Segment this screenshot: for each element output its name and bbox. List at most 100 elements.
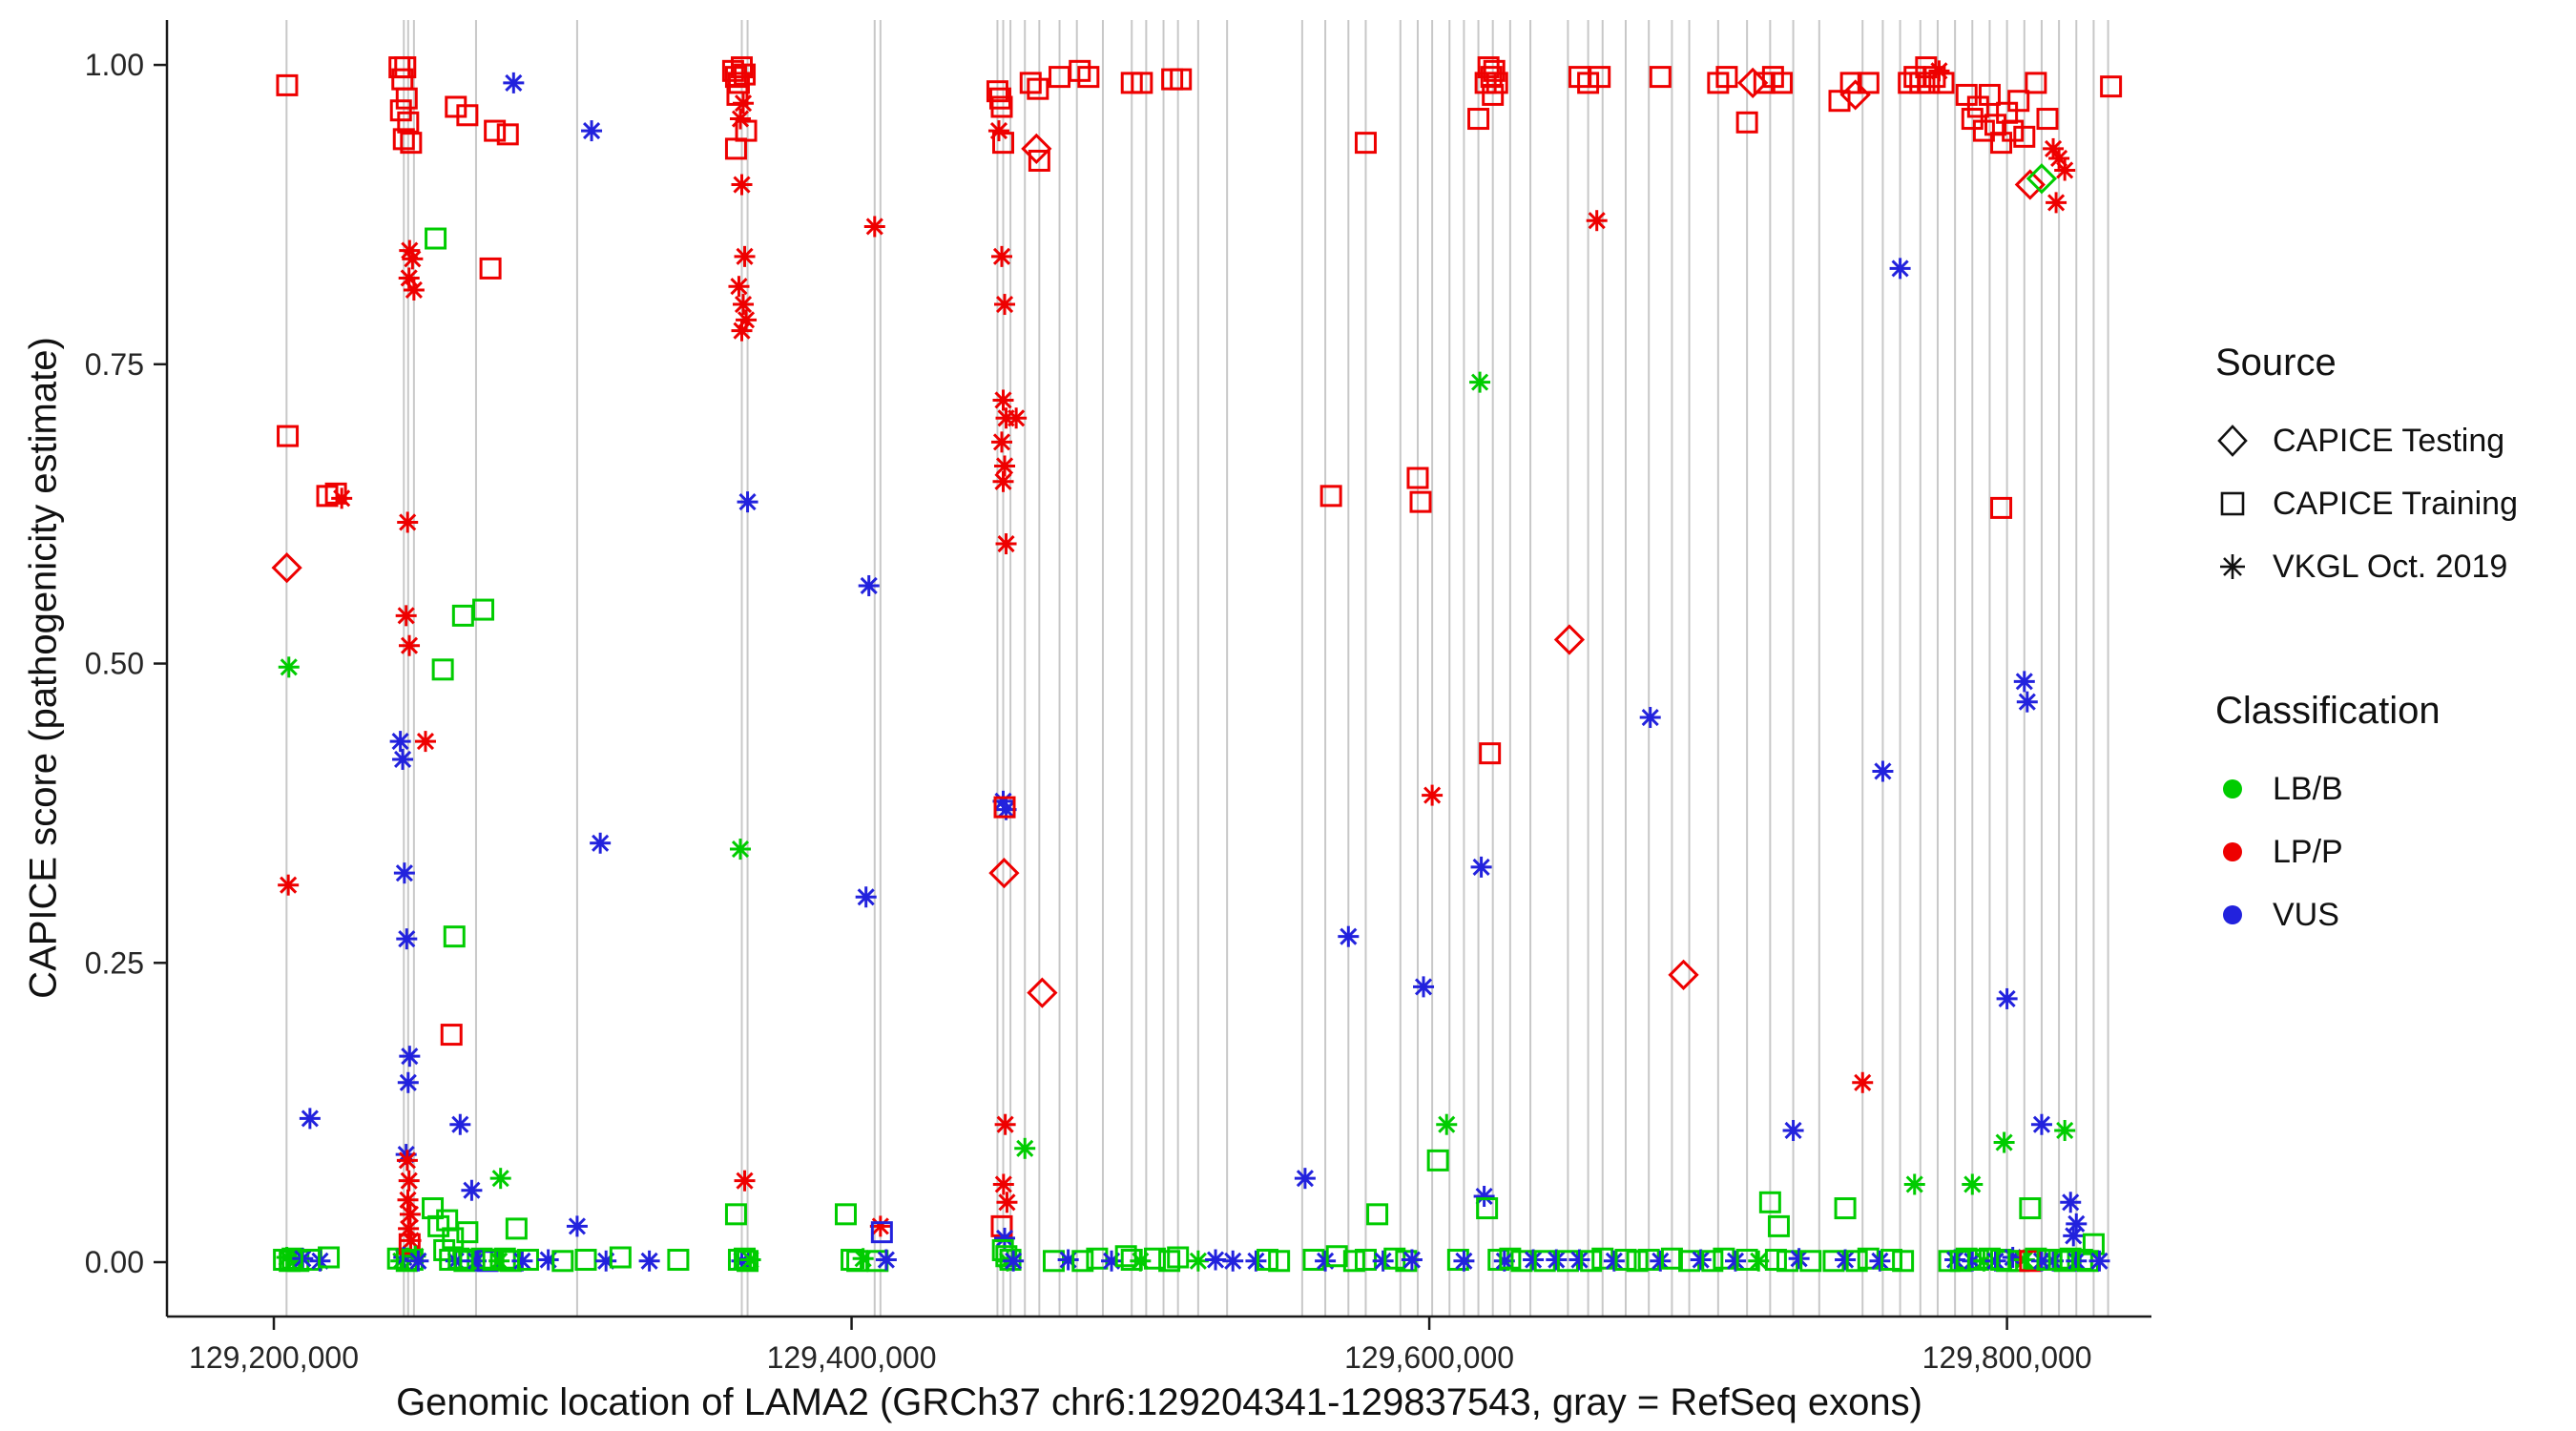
legend-classification-group: Classification LB/B LP/P VUS [2212, 690, 2574, 946]
data-point-square [1482, 83, 1505, 106]
data-point-square [1770, 72, 1793, 94]
data-point-square [574, 1249, 597, 1272]
data-point-square [1406, 467, 1429, 489]
data-point-diamond [1737, 67, 1769, 99]
data-point-asterisk [1473, 1186, 1495, 1208]
data-point-square [516, 1249, 539, 1272]
data-point-asterisk [1889, 258, 1911, 280]
data-point-square [870, 1221, 893, 1244]
data-point-square [1027, 77, 1049, 100]
data-point-asterisk [992, 470, 1014, 492]
data-point-asterisk [1650, 1250, 1672, 1272]
data-point-square [1426, 1149, 1449, 1172]
data-point-square [986, 80, 1008, 103]
data-point-square [1409, 490, 1432, 513]
data-point-asterisk [734, 245, 756, 267]
data-point-square [1577, 72, 1600, 94]
data-point-asterisk [729, 108, 751, 130]
data-point-square [276, 73, 299, 96]
data-point-square [1028, 149, 1050, 172]
data-point-asterisk [397, 1071, 419, 1093]
data-point-diamond [1021, 133, 1052, 165]
data-point-asterisk [2054, 1119, 2076, 1141]
data-point-square [400, 132, 423, 155]
data-point-square [1892, 1250, 1915, 1273]
data-point-asterisk [1453, 1250, 1475, 1272]
data-point-asterisk [733, 93, 755, 114]
data-point-asterisk [1962, 1173, 1984, 1195]
data-point-square [1701, 1250, 1724, 1273]
data-point-asterisk [731, 320, 753, 342]
data-point-square [1918, 72, 1941, 94]
circle-icon [2223, 779, 2242, 798]
data-point-asterisk [2054, 159, 2076, 181]
data-point-square [1071, 1250, 1094, 1273]
legend-item-capice-testing: CAPICE Testing [2212, 409, 2574, 472]
data-point-square [392, 128, 415, 151]
data-point-asterisk [449, 1113, 471, 1135]
data-point-asterisk [414, 731, 436, 753]
data-point-asterisk [2088, 1250, 2110, 1272]
data-point-square [456, 1221, 479, 1244]
data-point-asterisk [396, 928, 418, 950]
data-point-asterisk [2016, 691, 2038, 713]
data-point-square [1626, 1250, 1649, 1273]
data-point-asterisk [389, 731, 411, 753]
data-point-square [287, 1250, 310, 1273]
data-point-asterisk [733, 294, 755, 316]
legend-source-title: Source [2215, 342, 2337, 384]
x-ticks: 129,200,000 129,400,000 129,600,000 129,800… [189, 1317, 2092, 1375]
data-point-asterisk [638, 1250, 660, 1272]
data-point-asterisk [990, 431, 1012, 453]
data-point-asterisk [278, 874, 300, 896]
data-point-asterisk [992, 1173, 1014, 1195]
data-point-asterisk [403, 279, 425, 301]
data-point-square [484, 119, 507, 142]
data-point-asterisk [728, 276, 750, 298]
legend-classification-title: Classification [2215, 690, 2441, 732]
asterisk-icon [2220, 554, 2245, 579]
data-point-asterisk [402, 248, 424, 270]
data-point-asterisk [1245, 1250, 1267, 1272]
data-point-square [1019, 72, 1042, 94]
data-point-square [1955, 83, 1978, 106]
data-point-asterisk [392, 748, 414, 770]
data-point-asterisk [1294, 1168, 1316, 1190]
x-tick-label: 129,400,000 [767, 1340, 937, 1375]
data-point-asterisk [992, 389, 1014, 411]
data-point-diamond [1027, 977, 1058, 1008]
data-point-asterisk [729, 839, 751, 861]
data-point-asterisk [397, 1189, 419, 1211]
data-point-asterisk [994, 294, 1016, 316]
data-point-asterisk [489, 1168, 511, 1190]
data-point-asterisk [1422, 784, 1444, 806]
data-point-square [1354, 132, 1377, 155]
data-point-square [2100, 75, 2123, 98]
data-point-square [1758, 1191, 1781, 1213]
data-point-square [834, 1203, 857, 1226]
y-tick-label: 0.50 [85, 647, 144, 681]
data-point-square [1086, 1247, 1109, 1270]
data-point-square [1476, 1197, 1499, 1220]
data-point-asterisk [1006, 407, 1028, 429]
data-point-asterisk [399, 634, 421, 656]
data-point-asterisk [1546, 1249, 1568, 1271]
data-point-square [440, 1024, 463, 1047]
data-point-asterisk [1372, 1250, 1394, 1272]
data-point-asterisk [1003, 1250, 1025, 1272]
data-point-square [1614, 1249, 1637, 1272]
y-tick-label: 0.00 [85, 1245, 144, 1279]
data-point-asterisk [1872, 760, 1894, 782]
data-point-square [1715, 66, 1738, 89]
data-point-asterisk [461, 1179, 483, 1201]
data-point-square [1325, 1245, 1348, 1268]
data-point-square [1961, 108, 1984, 131]
data-point-square [1143, 1247, 1166, 1270]
data-point-square [1131, 72, 1153, 94]
data-point-asterisk [1996, 987, 2018, 1009]
data-point-asterisk [503, 72, 525, 93]
data-point-square [1366, 1203, 1389, 1226]
legend: Source CAPICE Testing CAPICE Training VKGL… [2212, 342, 2574, 946]
data-point-square [425, 227, 447, 250]
